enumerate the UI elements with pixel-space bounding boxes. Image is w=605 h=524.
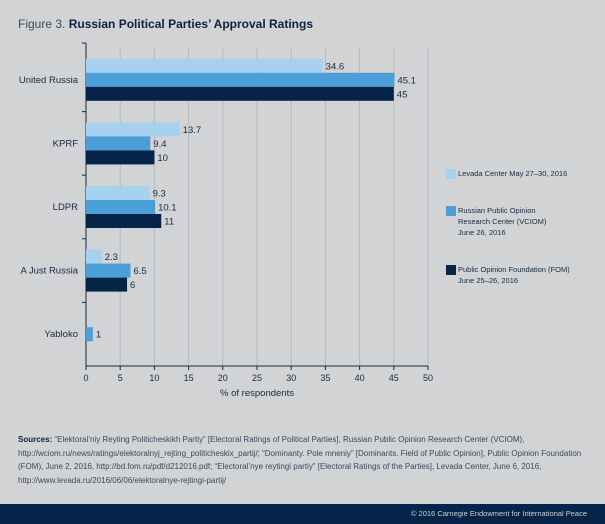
legend-swatch xyxy=(446,206,456,216)
legend-label: Public Opinion Foundation (FOM) xyxy=(458,265,570,274)
legend-item: Public Opinion Foundation (FOM) June 25–2… xyxy=(446,264,605,286)
legend-swatch xyxy=(446,169,456,179)
x-tick-label: 5 xyxy=(118,373,123,383)
x-tick-label: 40 xyxy=(355,373,365,383)
data-label: 10.1 xyxy=(158,203,177,214)
data-label: 6 xyxy=(130,280,135,291)
category-label: Yabloko xyxy=(44,329,78,340)
legend-swatch xyxy=(446,265,456,275)
x-tick-label: 50 xyxy=(423,373,433,383)
chart-legend: Levada Center May 27–30, 2016 Russian Pub… xyxy=(446,168,605,286)
sources-text: “Elektoral’niy Reyting Politicheskikh Pa… xyxy=(18,435,582,485)
footer-bar: © 2016 Carnegie Endowment for Internatio… xyxy=(0,504,605,524)
x-tick-label: 45 xyxy=(389,373,399,383)
x-tick-label: 20 xyxy=(218,373,228,383)
bar xyxy=(86,277,128,292)
legend-label: June 25–26, 2016 xyxy=(458,276,519,285)
x-axis-label: % of respondents xyxy=(220,388,294,399)
category-label: KPRF xyxy=(53,138,79,149)
legend-item: Russian Public Opinion Research Center (V… xyxy=(446,205,605,238)
sources-label: Sources: xyxy=(18,435,53,444)
category-label: LDPR xyxy=(53,202,78,213)
legend-label: Russian Public Opinion xyxy=(458,206,536,215)
data-label: 9.4 xyxy=(153,139,166,150)
bar xyxy=(86,327,93,342)
x-tick-label: 35 xyxy=(320,373,330,383)
category-label: United Russia xyxy=(19,75,79,86)
sources-note: Sources: “Elektoral’niy Reyting Politich… xyxy=(18,433,588,487)
bar xyxy=(86,86,394,101)
data-label: 2.3 xyxy=(105,252,118,263)
figure-title: Figure 3. Russian Political Parties’ App… xyxy=(18,17,313,31)
copyright-text: © 2016 Carnegie Endowment for Internatio… xyxy=(410,509,587,518)
figure-title-text: Russian Political Parties’ Approval Rati… xyxy=(68,17,313,31)
data-label: 34.6 xyxy=(326,61,345,72)
figure-number: Figure 3. xyxy=(18,17,66,31)
bar xyxy=(86,136,151,151)
data-label: 45.1 xyxy=(397,75,416,86)
bar xyxy=(86,200,156,214)
bar xyxy=(86,249,102,264)
bar xyxy=(86,72,395,87)
x-tick-label: 15 xyxy=(184,373,194,383)
data-label: 9.3 xyxy=(153,189,166,200)
bar-chart: 0 5 10 15 20 25 30 35 40 45 50 % of respondents Unit… xyxy=(19,42,433,399)
bar xyxy=(86,214,162,228)
legend-label: June 26, 2016 xyxy=(458,228,506,237)
legend-label: Research Center (VCIOM) xyxy=(458,217,547,226)
category-label: A Just Russia xyxy=(20,266,78,277)
data-label: 13.7 xyxy=(183,125,202,136)
x-tick-label: 30 xyxy=(286,373,296,383)
bar xyxy=(86,263,131,278)
bar xyxy=(86,58,323,73)
data-label: 1 xyxy=(96,330,101,341)
bar xyxy=(86,122,180,137)
legend-item: Levada Center May 27–30, 2016 xyxy=(446,168,605,179)
x-tick-label: 0 xyxy=(83,373,88,383)
bar xyxy=(86,150,155,165)
legend-label: Levada Center May 27–30, 2016 xyxy=(458,169,568,178)
data-label: 10 xyxy=(157,153,168,164)
data-label: 6.5 xyxy=(133,266,146,277)
data-label: 45 xyxy=(397,89,408,100)
x-tick-label: 10 xyxy=(149,373,159,383)
x-tick-label: 25 xyxy=(252,373,262,383)
bar xyxy=(86,186,150,200)
data-label: 11 xyxy=(164,217,174,228)
